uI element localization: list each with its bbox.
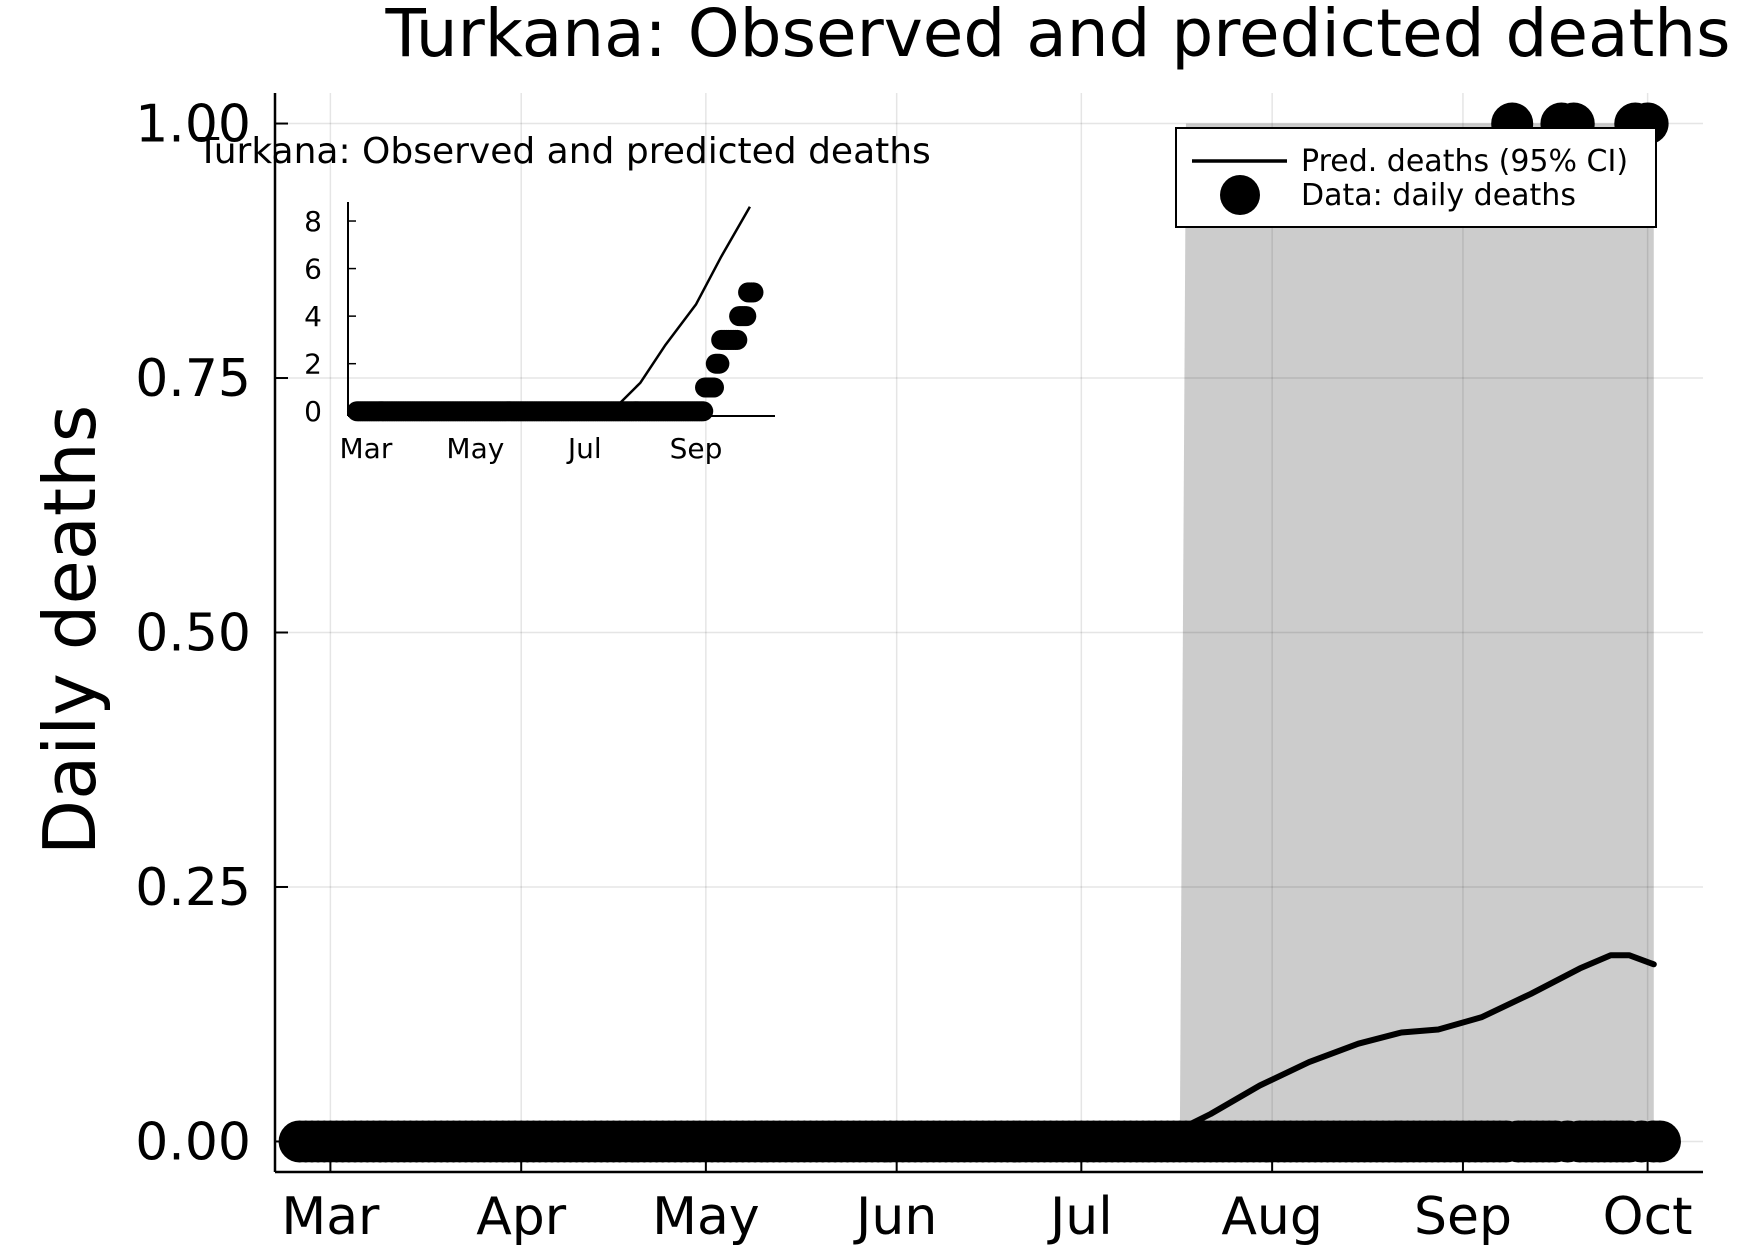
main-x-tick-label: Jul	[1047, 1187, 1113, 1247]
main-chart: Turkana: Observed and predicted deaths D…	[28, 0, 1731, 1247]
legend-point-marker	[1220, 175, 1260, 215]
main-grid	[275, 93, 1703, 1172]
inset-y-tick-label: 0	[304, 395, 322, 428]
main-y-tick-label: 0.50	[135, 604, 251, 664]
main-data-point	[1638, 1120, 1681, 1163]
main-y-tick-label: 0.75	[135, 349, 251, 409]
inset-x-tick-label: Sep	[670, 432, 723, 465]
inset-data-point	[736, 306, 757, 327]
main-x-tick-label: Apr	[476, 1187, 567, 1247]
main-axes	[273, 93, 1703, 1174]
confidence-band-area	[1179, 123, 1654, 1142]
main-x-tick-label: May	[652, 1187, 760, 1247]
legend: Pred. deaths (95% CI) Data: daily deaths	[1175, 127, 1657, 228]
main-confidence-band	[1179, 123, 1654, 1142]
inset-y-tick-label: 2	[304, 348, 322, 381]
inset-y-axis-ticks: 0 2 4 6 8	[304, 205, 356, 428]
inset-data-point	[743, 282, 764, 303]
main-x-tick-label: Sep	[1414, 1187, 1512, 1247]
main-x-tick-label: Mar	[281, 1187, 380, 1247]
inset-x-tick-label: May	[446, 432, 504, 465]
inset-data-point	[704, 377, 724, 398]
main-y-tick-label: 1.00	[135, 95, 251, 155]
inset-y-tick-label: 6	[304, 253, 322, 286]
predicted-deaths-line	[296, 952, 1657, 1145]
main-x-tick-label: Jun	[853, 1187, 937, 1247]
main-prediction-line	[296, 952, 1657, 1145]
inset-data-point	[727, 329, 748, 350]
legend-entry-data: Data: daily deaths	[1301, 178, 1576, 213]
inset-prediction-line	[357, 206, 751, 413]
inset-axes	[347, 202, 775, 417]
main-y-axis-label: Daily deaths	[28, 405, 112, 856]
inset-x-tick-label: Jul	[566, 432, 602, 465]
main-x-tick-label: Aug	[1221, 1187, 1323, 1247]
main-y-tick-label: 0.25	[135, 858, 251, 918]
inset-x-axis-ticks: Mar May Jul Sep	[340, 408, 723, 465]
inset-y-tick-label: 4	[304, 300, 322, 333]
inset-data-points	[346, 282, 764, 422]
main-y-tick-label: 0.00	[135, 1112, 251, 1172]
legend-box	[1175, 127, 1657, 228]
main-y-axis-ticks: 0.00 0.25 0.50 0.75 1.00	[135, 95, 288, 1172]
inset-predicted-deaths-line	[357, 206, 751, 413]
inset-data-point	[709, 353, 730, 374]
inset-y-tick-label: 8	[304, 205, 322, 238]
inset-data-point	[693, 401, 714, 422]
inset-chart: Turkana: Observed and predicted deaths M…	[196, 131, 931, 465]
main-x-tick-label: Oct	[1603, 1187, 1693, 1247]
inset-x-tick-label: Mar	[340, 432, 393, 465]
main-x-axis-ticks: Mar Apr May Jun Jul Aug Sep Oct	[281, 1159, 1693, 1247]
legend-entry-predicted: Pred. deaths (95% CI)	[1301, 144, 1628, 179]
main-chart-title: Turkana: Observed and predicted deaths	[384, 0, 1730, 72]
inset-chart-title: Turkana: Observed and predicted deaths	[196, 131, 931, 172]
